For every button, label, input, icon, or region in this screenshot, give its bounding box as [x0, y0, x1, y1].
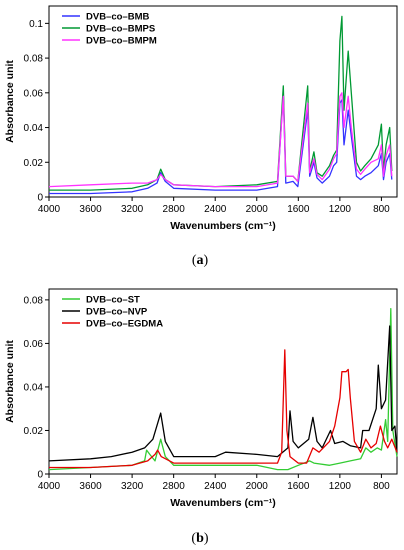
legend-label-1: DVB–co–BMPS — [86, 24, 155, 35]
x-tick-label: 800 — [373, 481, 390, 492]
legend-label-1: DVB–co–NVP — [86, 307, 148, 318]
legend-label-0: DVB–co–BMB — [86, 12, 149, 23]
x-tick-label: 3600 — [79, 204, 102, 215]
x-tick-label: 1200 — [329, 204, 352, 215]
series-line-2 — [48, 92, 393, 188]
x-tick-label: 800 — [373, 204, 390, 215]
y-tick-label: 0.02 — [24, 158, 44, 169]
y-tick-label: 0.04 — [24, 123, 44, 134]
x-tick-label: 2000 — [246, 481, 269, 492]
y-tick-label: 0.08 — [24, 295, 44, 306]
y-axis-label: Absorbance unit — [4, 60, 16, 143]
x-axis-label: Wavenumbers (cm⁻¹) — [170, 497, 276, 509]
x-tick-label: 2400 — [204, 204, 227, 215]
x-tick-label: 4000 — [38, 204, 61, 215]
x-tick-label: 3600 — [79, 481, 102, 492]
y-tick-label: 0.1 — [29, 19, 43, 30]
x-tick-label: 2400 — [204, 481, 227, 492]
y-tick-label: 0.04 — [24, 382, 44, 393]
panel-label-b: (b) — [191, 531, 208, 546]
y-tick-label: 0.06 — [24, 88, 44, 99]
x-tick-label: 2000 — [246, 204, 269, 215]
y-tick-label: 0.06 — [24, 339, 44, 350]
y-tick-label: 0 — [37, 470, 43, 481]
series-line-1 — [48, 325, 398, 462]
y-tick-label: 0 — [37, 193, 43, 204]
plot-frame — [48, 288, 398, 475]
legend-label-2: DVB–co–EGDMA — [86, 319, 163, 330]
x-tick-label: 3200 — [121, 481, 144, 492]
y-tick-label: 0.08 — [24, 54, 44, 65]
legend-label-2: DVB–co–BMPM — [86, 36, 157, 47]
x-tick-label: 1200 — [329, 481, 352, 492]
series-line-2 — [49, 349, 398, 469]
panel-label-a: (a) — [192, 253, 209, 268]
x-tick-label: 1600 — [287, 204, 310, 215]
series-line-0 — [49, 92, 393, 195]
x-tick-label: 1600 — [287, 481, 310, 492]
x-tick-label: 4000 — [38, 481, 61, 492]
x-tick-label: 2800 — [163, 481, 186, 492]
chart-panel-b: 4000 3600 3200 2800 2400 2000 1600 1200 800 0 0.0… — [4, 288, 398, 546]
x-axis-label: Wavenumbers (cm⁻¹) — [170, 220, 276, 232]
x-tick-label: 3200 — [121, 204, 144, 215]
x-tick-label: 2800 — [163, 204, 186, 215]
legend-label-0: DVB–co–ST — [86, 295, 140, 306]
y-axis-label: Absorbance unit — [4, 340, 16, 423]
y-tick-label: 0.02 — [24, 426, 44, 437]
chart-panel-a: 4000 3600 3200 2800 2400 2000 1600 1200 800 0 0.0… — [4, 5, 398, 268]
